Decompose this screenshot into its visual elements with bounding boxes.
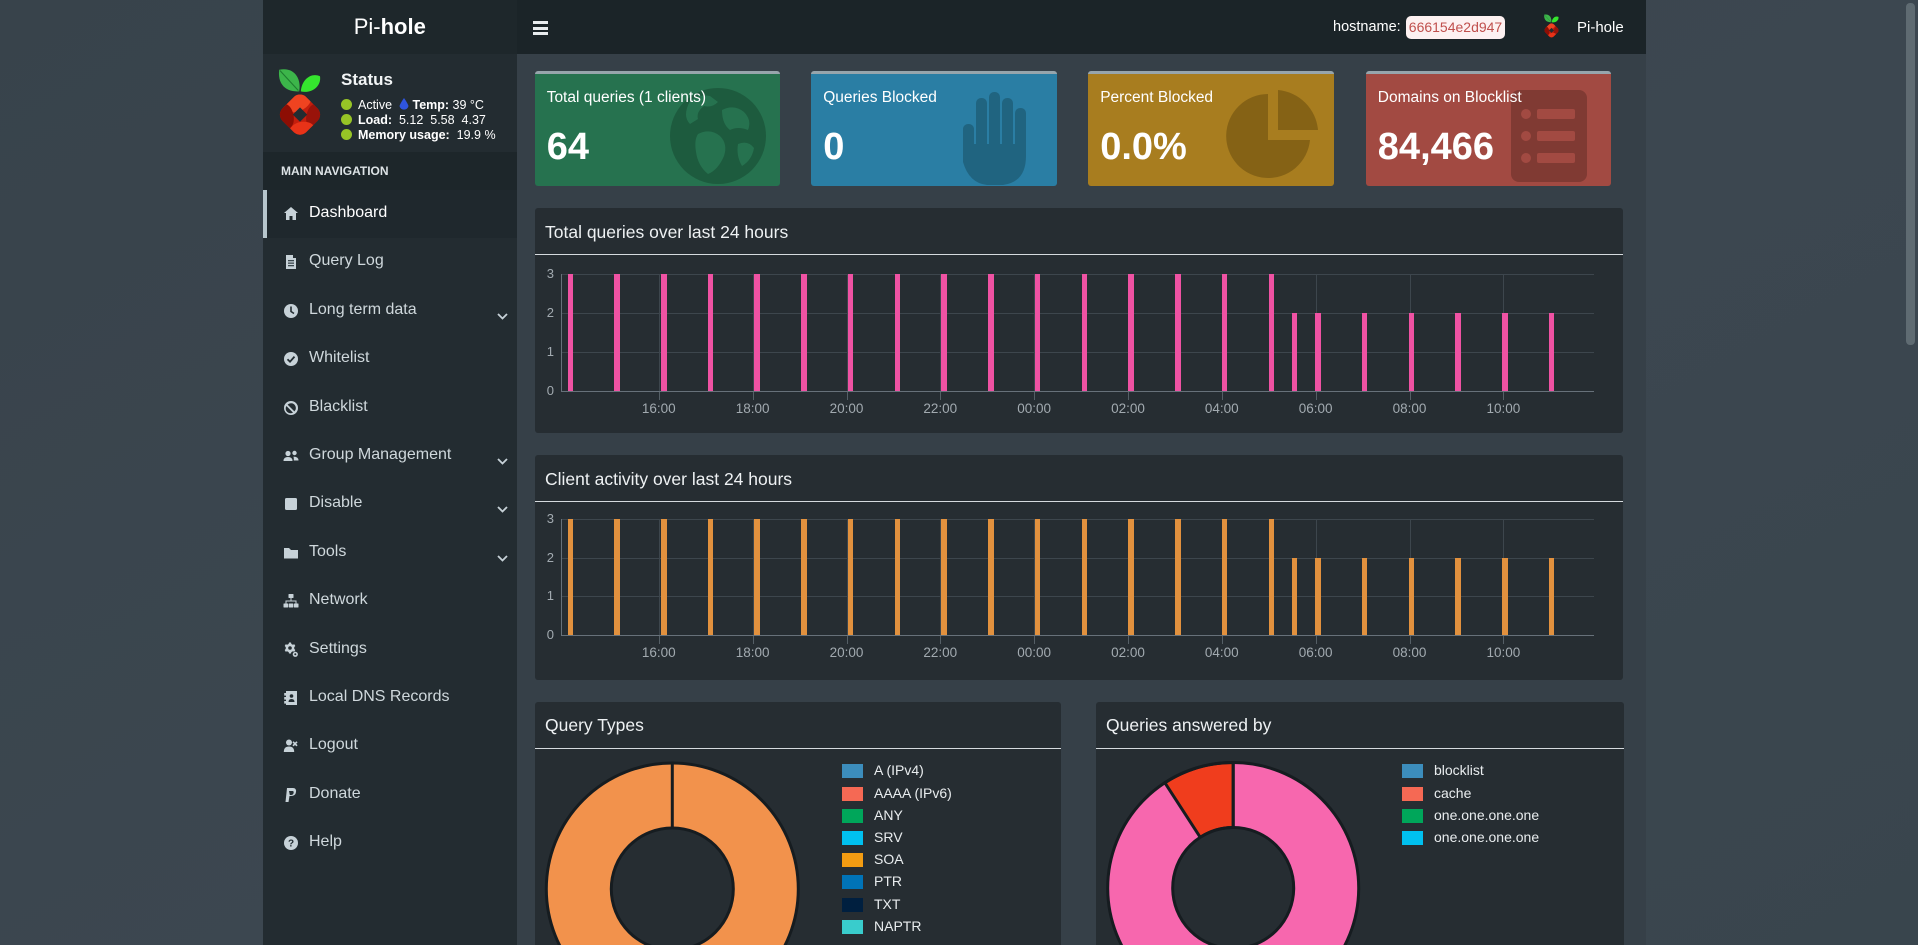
svg-text:?: ? (288, 839, 294, 850)
